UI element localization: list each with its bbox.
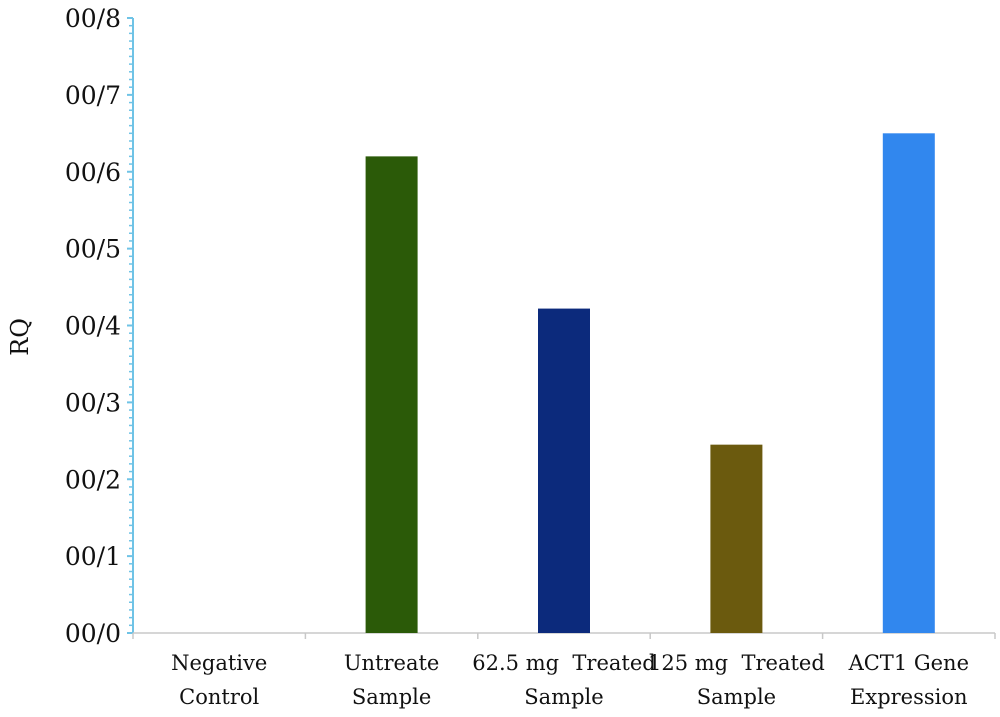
- x-category-label-line: Control: [179, 685, 259, 709]
- y-tick-labels: 00/0 00/1 00/2 00/3 00/4 00/5 00/6 00/7 00/8: [65, 4, 121, 648]
- x-category-label: ACT1 Gene Expression: [848, 651, 969, 709]
- bar: [710, 444, 763, 633]
- x-category-label-line: Negative: [171, 651, 267, 675]
- y-tick-label: 00/7: [65, 81, 121, 110]
- y-tick-label: 00/4: [65, 312, 121, 341]
- y-tick-label: 00/5: [65, 235, 121, 264]
- x-category-label-line: Untreate: [344, 651, 440, 675]
- y-tick-label: 00/0: [65, 619, 121, 648]
- x-category-label: 62.5 mg Treated Sample: [472, 651, 655, 709]
- y-tick-label: 00/2: [65, 465, 121, 494]
- x-category-label: Negative Control: [171, 651, 267, 709]
- y-tick-label: 00/1: [65, 542, 121, 571]
- x-category-label: Untreate Sample: [344, 651, 440, 709]
- x-category-label-line: 125 mg Treated: [648, 651, 825, 675]
- bar: [538, 308, 590, 633]
- y-tick-label: 00/8: [65, 4, 121, 33]
- x-axis: [132, 632, 996, 639]
- bar: [882, 133, 935, 633]
- x-category-label-line: Expression: [850, 685, 968, 709]
- x-category-label-line: Sample: [352, 685, 431, 709]
- y-tick-label: 00/3: [65, 388, 121, 417]
- y-axis-title: RQ: [6, 318, 34, 356]
- x-category-label-line: Sample: [524, 685, 603, 709]
- bar: [365, 156, 418, 633]
- y-axis: [127, 17, 134, 634]
- y-tick-label: 00/6: [65, 158, 121, 187]
- bars: [365, 133, 935, 633]
- x-category-label-line: Sample: [697, 685, 776, 709]
- x-category-label-line: 62.5 mg Treated: [472, 651, 655, 675]
- x-category-label: 125 mg Treated Sample: [648, 651, 825, 709]
- x-category-label-line: ACT1 Gene: [848, 651, 969, 675]
